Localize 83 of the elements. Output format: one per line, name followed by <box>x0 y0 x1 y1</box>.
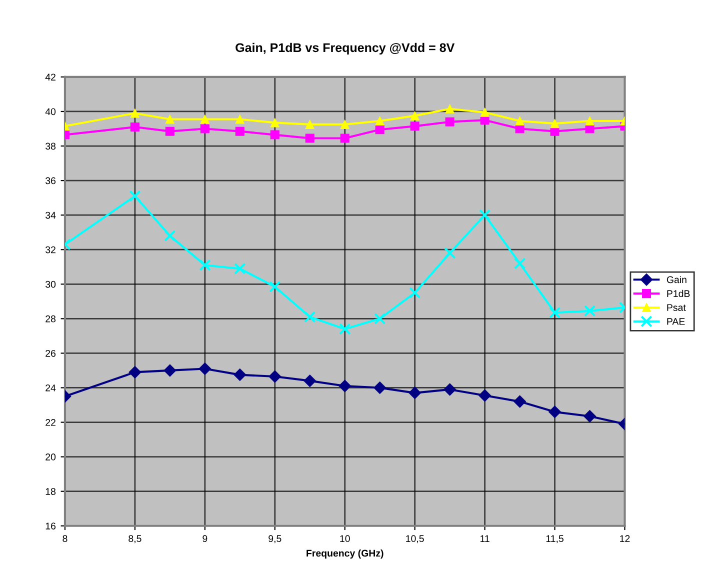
legend-label: P1dB <box>667 290 690 298</box>
y-tick-label: 18 <box>46 488 56 495</box>
point <box>234 368 246 382</box>
y-tick-label: 40 <box>45 108 56 116</box>
point <box>410 111 420 120</box>
point <box>304 311 316 323</box>
point <box>444 247 456 259</box>
point <box>234 262 246 275</box>
y-tick-label: 24 <box>46 384 56 392</box>
point <box>550 119 560 128</box>
point <box>374 382 386 394</box>
point <box>584 305 596 317</box>
point <box>514 395 526 408</box>
point <box>584 410 596 422</box>
point <box>338 323 351 335</box>
y-tick-label: 38 <box>46 142 56 150</box>
x-tick-label: 10 <box>340 535 350 542</box>
legend-label: Psat <box>667 304 686 311</box>
x-tick-label: 11,5 <box>546 535 564 544</box>
point <box>408 386 422 400</box>
point <box>305 134 314 143</box>
y-tick-label: 26 <box>46 350 56 357</box>
point <box>444 383 456 396</box>
chart-title: Gain, P1dB vs Frequency @Vdd = 8V <box>236 42 455 55</box>
point <box>268 280 281 293</box>
point <box>338 380 352 392</box>
y-tick-label: 28 <box>46 315 56 322</box>
point <box>305 120 314 129</box>
y-tick-label: 30 <box>46 280 56 288</box>
x-tick-label: 9,5 <box>268 535 282 544</box>
point <box>375 125 384 134</box>
point <box>270 130 280 140</box>
point <box>445 104 454 114</box>
point <box>198 362 212 375</box>
y-tick-label: 22 <box>46 419 56 426</box>
y-tick-label: 42 <box>45 74 56 80</box>
y-tick-label: 34 <box>46 212 56 219</box>
x-tick-label: 8 <box>62 535 68 542</box>
point <box>164 230 176 242</box>
point <box>515 124 524 134</box>
point <box>548 406 562 418</box>
point <box>304 374 316 388</box>
x-tick-label: 12 <box>620 535 630 542</box>
point <box>200 114 210 124</box>
point <box>375 116 384 126</box>
point <box>199 259 211 272</box>
x-tick-label: 8,5 <box>128 535 142 544</box>
point <box>445 117 454 126</box>
point <box>200 124 210 134</box>
point <box>478 209 491 221</box>
x-axis-title: Frequency (GHz) <box>306 550 384 559</box>
point <box>165 126 174 136</box>
point <box>128 366 142 378</box>
point <box>478 389 492 402</box>
point <box>270 118 280 128</box>
point <box>165 114 174 124</box>
point <box>515 116 524 126</box>
point <box>130 122 140 132</box>
point <box>340 120 350 129</box>
y-tick-label: 32 <box>46 246 56 254</box>
point <box>480 108 490 117</box>
point <box>340 134 350 143</box>
point <box>235 114 244 124</box>
point <box>410 122 420 131</box>
y-tick-label: 36 <box>46 177 56 184</box>
point <box>268 370 282 383</box>
x-tick-label: 11 <box>480 535 490 542</box>
point <box>129 190 141 202</box>
point <box>514 258 526 270</box>
y-tick-label: 16 <box>46 522 56 530</box>
y-tick-label: 20 <box>46 454 56 460</box>
point <box>408 286 421 299</box>
point <box>164 364 176 377</box>
point <box>130 108 140 118</box>
x-tick-label: 10,5 <box>406 535 424 544</box>
point <box>548 306 561 319</box>
legend-label: PAE <box>667 318 685 325</box>
x-tick-label: 9 <box>202 535 208 542</box>
legend-label: Gain <box>666 276 686 284</box>
point <box>585 116 594 126</box>
point <box>585 124 594 134</box>
point <box>374 312 386 325</box>
point <box>235 126 244 136</box>
